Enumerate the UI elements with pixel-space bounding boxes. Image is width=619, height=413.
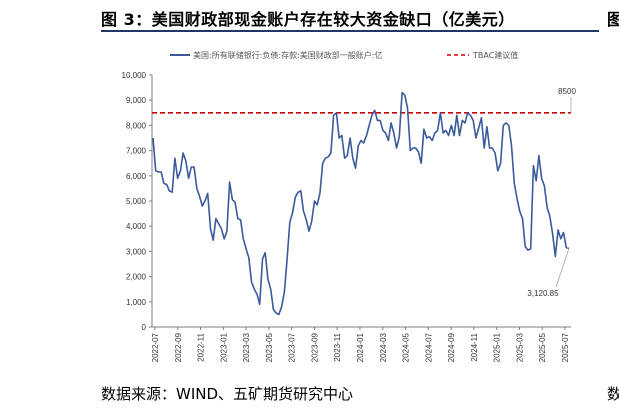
y-tick-label: 1,000: [126, 298, 147, 307]
legend-label-series: 美国:所有联储银行:负债:存款:美国财政部一般账户:亿: [193, 50, 382, 60]
x-tick-label: 2022-07: [151, 332, 160, 362]
legend-label-threshold: TBAC建议值: [472, 50, 518, 60]
x-tick-label: 2025-01: [493, 332, 502, 362]
x-tick-label: 2025-05: [538, 332, 547, 362]
y-tick-label: 5,000: [126, 197, 147, 206]
y-tick-label: 7,000: [126, 147, 147, 156]
x-tick-label: 2024-01: [356, 332, 365, 362]
x-tick-label: 2024-03: [379, 332, 388, 362]
last-value-callout-label: 3,120.85: [527, 289, 559, 298]
cropped-next-title: 图: [607, 10, 619, 29]
title-rule: [101, 30, 599, 32]
threshold-callout-label: 8500: [558, 87, 576, 96]
x-tick-label: 2024-09: [447, 332, 456, 362]
tga-balance-line: [152, 91, 570, 316]
x-tick-label: 2023-07: [288, 332, 297, 362]
y-tick-label: 8,000: [126, 121, 147, 130]
x-tick-label: 2025-03: [515, 332, 524, 362]
x-tick-label: 2023-01: [219, 332, 228, 362]
y-tick-label: 9,000: [126, 96, 147, 105]
x-tick-label: 2024-11: [470, 332, 479, 361]
y-tick-label: 2,000: [126, 273, 147, 282]
x-tick-label: 2022-09: [174, 332, 183, 362]
x-tick-label: 2023-09: [310, 332, 319, 362]
annotations: 8500 3,120.85: [527, 87, 576, 298]
y-tick-label: 0: [142, 323, 147, 332]
y-axis-ticks: 0 1,000 2,000 3,000 4,000 5,000 6,000 7,000 8,00…: [122, 71, 152, 332]
source-note: 数据来源：WIND、五矿期货研究中心: [101, 385, 354, 403]
x-tick-label: 2025-07: [561, 332, 570, 362]
x-axis-ticks: 2022-07 2022-09 2022-11 2023-01 2023-03 2023-…: [151, 327, 570, 362]
y-tick-label: 6,000: [126, 172, 147, 181]
x-tick-label: 2023-11: [333, 332, 342, 361]
x-tick-label: 2024-07: [424, 332, 433, 362]
cropped-next-source: 数: [607, 385, 619, 403]
x-tick-label: 2024-05: [402, 332, 411, 362]
legend: 美国:所有联储银行:负债:存款:美国财政部一般账户:亿 TBAC建议值: [170, 50, 518, 60]
last-value-callout-leader: [555, 248, 570, 288]
x-tick-label: 2023-03: [242, 332, 251, 362]
y-tick-label: 4,000: [126, 222, 147, 231]
y-tick-label: 3,000: [126, 247, 147, 256]
x-tick-label: 2023-05: [265, 332, 274, 362]
chart-title: 图 3：美国财政部现金账户存在较大资金缺口（亿美元）: [101, 10, 515, 29]
x-tick-label: 2022-11: [197, 332, 206, 361]
y-tick-label: 10,000: [122, 71, 147, 80]
